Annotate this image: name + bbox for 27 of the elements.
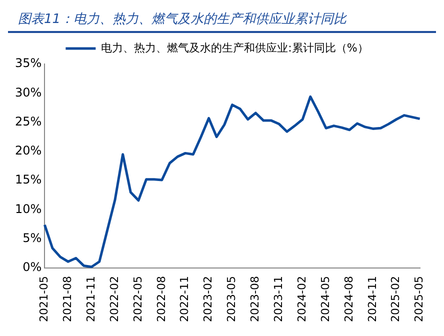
- y-tick-label: 0%: [22, 260, 42, 274]
- chart-title: 图表11：电力、热力、燃气及水的生产和供应业累计同比: [8, 8, 436, 33]
- x-tick-label: 2023-02: [202, 276, 215, 322]
- x-tick-label: 2022-11: [178, 276, 192, 322]
- x-tick-label: 2024-11: [366, 276, 379, 322]
- y-tick-label: 35%: [15, 56, 42, 70]
- x-tick-label: 2021-08: [60, 276, 74, 322]
- x-tick-label: 2022-05: [131, 276, 144, 322]
- y-tick-label: 10%: [15, 202, 42, 216]
- x-tick-label: 2021-05: [38, 276, 51, 322]
- x-tick-label: 2023-11: [272, 276, 285, 322]
- x-tick-label: 2024-05: [318, 276, 332, 322]
- x-tick-label: 2024-08: [342, 276, 356, 322]
- x-tick-label: 2023-08: [248, 276, 262, 322]
- x-tick-label: 2025-05: [412, 276, 426, 322]
- y-tick-label: 15%: [15, 172, 42, 187]
- y-tick-label: 5%: [22, 231, 42, 246]
- x-tick-label: 2022-02: [108, 276, 121, 322]
- x-tick-label: 2022-08: [154, 276, 168, 322]
- x-tick-label: 2021-11: [84, 276, 98, 322]
- y-tick-label: 25%: [15, 114, 42, 128]
- y-tick-label: 20%: [15, 144, 42, 158]
- x-tick-label: 2023-05: [225, 276, 238, 322]
- x-tick-label: 2024-02: [295, 276, 308, 322]
- y-tick-label: 30%: [15, 85, 42, 100]
- legend-label: 电力、热力、燃气及水的生产和供应业:累计同比（%）: [101, 41, 368, 54]
- x-tick-label: 2025-02: [389, 276, 402, 322]
